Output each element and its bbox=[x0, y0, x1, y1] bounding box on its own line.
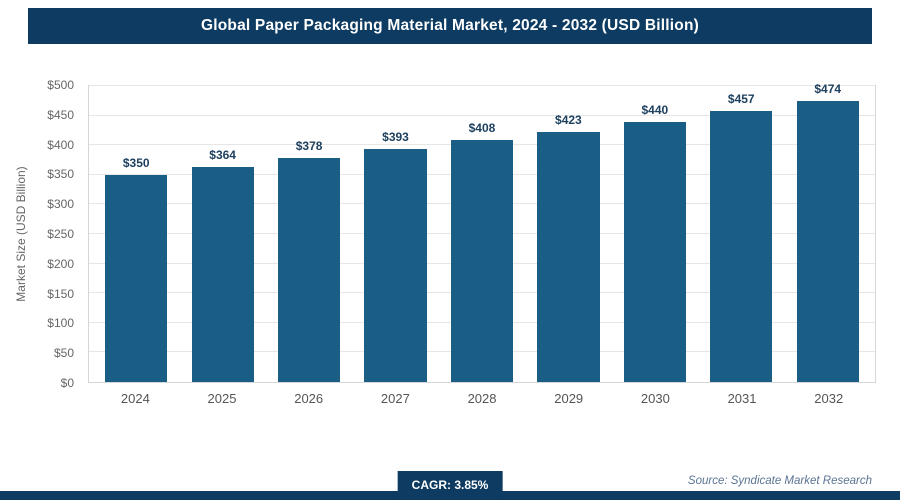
cagr-label: CAGR: 3.85% bbox=[411, 478, 489, 492]
bar-column: $350 bbox=[93, 86, 179, 382]
bar: $408 bbox=[450, 121, 514, 382]
bar-column: $457 bbox=[698, 86, 784, 382]
bar-column: $393 bbox=[352, 86, 438, 382]
y-tick-label: $200 bbox=[47, 256, 74, 271]
bar-value-label: $423 bbox=[555, 112, 582, 127]
source-text: Source: Syndicate Market Research bbox=[687, 475, 872, 487]
bar-value-label: $474 bbox=[814, 82, 842, 97]
bar-value-label: $378 bbox=[295, 139, 323, 154]
bar-column: $408 bbox=[439, 86, 525, 382]
bar: $364 bbox=[191, 148, 254, 382]
y-tick-label: $450 bbox=[47, 107, 74, 122]
x-tick-label: 2027 bbox=[380, 391, 410, 406]
gridline bbox=[89, 85, 875, 86]
bar-value-label: $457 bbox=[727, 92, 755, 107]
bar: $457 bbox=[710, 92, 773, 382]
y-tick-label: $100 bbox=[47, 316, 74, 331]
x-tick-label: 2026 bbox=[294, 391, 324, 406]
bar-column: $364 bbox=[179, 86, 265, 382]
bar: $423 bbox=[537, 113, 600, 382]
y-tick-label: $400 bbox=[47, 137, 74, 152]
bar: $350 bbox=[105, 156, 168, 382]
header-bar: Global Paper Packaging Material Market, … bbox=[28, 8, 872, 44]
y-tick-label: $0 bbox=[60, 376, 74, 390]
bar-value-label: $393 bbox=[382, 130, 409, 145]
x-tick-label: 2029 bbox=[554, 391, 584, 406]
bar-column: $474 bbox=[785, 82, 871, 382]
x-tick-label: 2032 bbox=[814, 391, 844, 406]
plot-area: $350 $364 $378 $393 $408 $423 $440 $457 $474 bbox=[88, 82, 876, 383]
bar-value-label: $364 bbox=[209, 147, 236, 162]
bar-value-label: $440 bbox=[641, 102, 669, 117]
y-tick-label: $300 bbox=[47, 197, 74, 212]
x-tick-label: 2031 bbox=[727, 391, 757, 406]
y-tick-label: $150 bbox=[47, 286, 74, 301]
y-tick-label: $250 bbox=[47, 227, 74, 241]
y-axis: $0 $50 $100 $150 $200 $250 $300 $350 $400 $450 $50… bbox=[0, 79, 82, 389]
y-tick-label: $500 bbox=[47, 78, 74, 92]
bar-column: $378 bbox=[266, 86, 352, 382]
bar-value-label: $350 bbox=[122, 155, 150, 170]
bar: $474 bbox=[796, 82, 859, 382]
cagr-badge: CAGR: 3.85% bbox=[397, 471, 503, 500]
y-tick-label: $350 bbox=[47, 167, 74, 182]
y-tick-label: $50 bbox=[53, 346, 74, 361]
bar: $393 bbox=[364, 130, 427, 382]
bars-container: $350 $364 $378 $393 $408 $423 $440 $457 $474 bbox=[89, 82, 875, 382]
bar-column: $423 bbox=[525, 86, 611, 382]
bar: $440 bbox=[623, 103, 686, 382]
x-tick-label: 2028 bbox=[467, 391, 497, 406]
x-axis: 2024 2025 2026 2027 2028 2029 2030 2031 2032 bbox=[88, 391, 876, 406]
bar-value-label: $408 bbox=[468, 121, 496, 136]
x-tick-label: 2030 bbox=[640, 391, 670, 406]
page-title: Global Paper Packaging Material Market, … bbox=[201, 17, 699, 34]
x-tick-label: 2024 bbox=[120, 391, 150, 406]
x-tick-label: 2025 bbox=[207, 391, 237, 406]
bar: $378 bbox=[277, 139, 341, 382]
gridline bbox=[89, 114, 875, 116]
bar-column: $440 bbox=[612, 86, 698, 382]
